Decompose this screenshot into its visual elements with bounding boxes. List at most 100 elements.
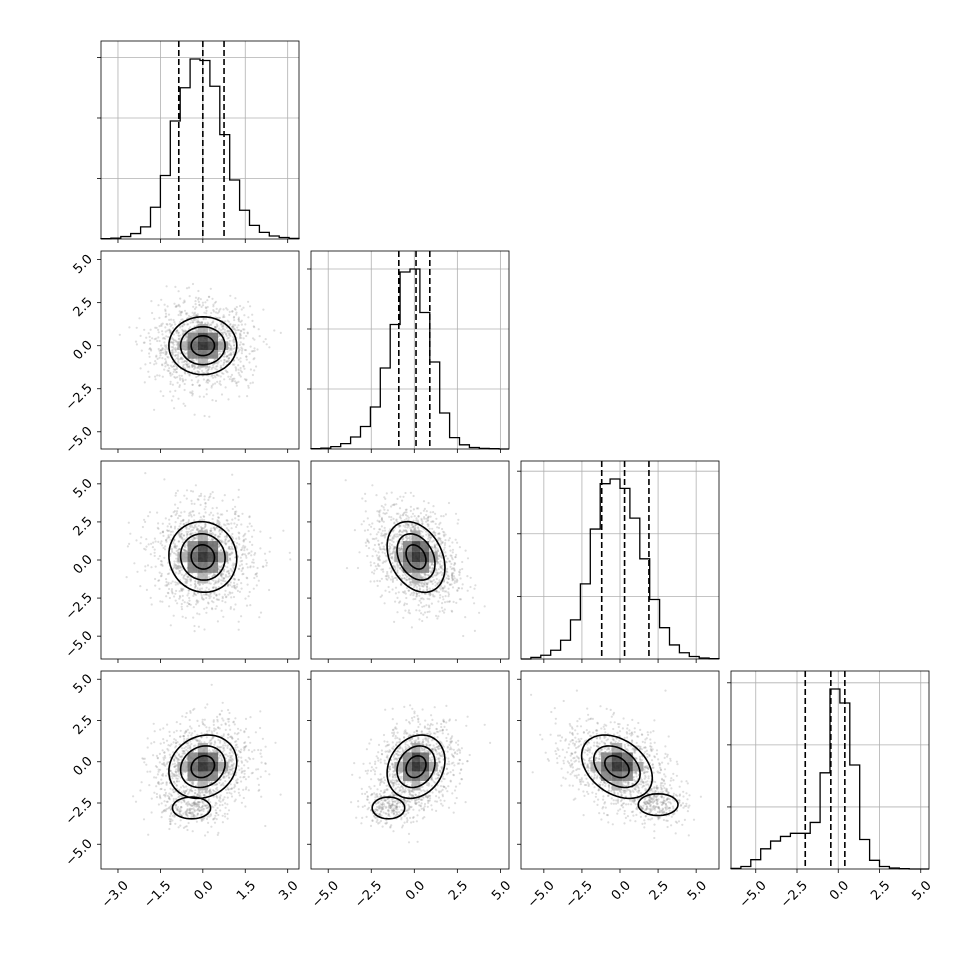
- scatter-point: [229, 351, 232, 355]
- scatter-point: [241, 347, 244, 351]
- scatter-point: [234, 717, 237, 720]
- scatter-point: [185, 352, 188, 355]
- scatter-point: [210, 825, 213, 828]
- scatter-point: [449, 554, 452, 557]
- scatter-point: [241, 566, 245, 570]
- scatter-point: [240, 748, 243, 751]
- scatter-point: [252, 325, 255, 328]
- scatter-point: [246, 332, 249, 335]
- scatter-point: [164, 348, 167, 351]
- scatter-point: [161, 600, 164, 603]
- scatter-point: [218, 327, 221, 330]
- scatter-point: [174, 354, 177, 357]
- scatter-point: [204, 511, 207, 514]
- scatter-point: [142, 341, 145, 344]
- scatter-point: [186, 601, 189, 604]
- scatter-point: [388, 515, 391, 519]
- scatter-point: [176, 583, 179, 586]
- scatter-point: [366, 528, 369, 532]
- scatter-point: [193, 325, 196, 328]
- scatter-point: [199, 322, 202, 325]
- scatter-point: [221, 372, 224, 375]
- scatter-point: [452, 578, 455, 581]
- scatter-point: [188, 596, 191, 600]
- scatter-point: [398, 533, 402, 536]
- scatter-point: [194, 300, 197, 303]
- scatter-point: [404, 609, 407, 612]
- scatter-point: [182, 301, 185, 304]
- scatter-point: [163, 368, 166, 371]
- scatter-point: [203, 498, 206, 501]
- scatter-point: [434, 522, 437, 526]
- scatter-point: [378, 559, 381, 562]
- scatter-point: [225, 753, 228, 756]
- scatter-point: [242, 535, 245, 538]
- scatter-point: [157, 347, 160, 351]
- scatter-point: [164, 315, 167, 319]
- scatter-point: [167, 313, 171, 316]
- scatter-point: [228, 591, 231, 594]
- scatter-point: [443, 608, 446, 611]
- scatter-point: [237, 316, 240, 319]
- scatter-point: [229, 322, 232, 326]
- scatter-point: [185, 712, 188, 715]
- scatter-point: [246, 566, 249, 569]
- scatter-point: [158, 325, 161, 328]
- scatter-point: [238, 794, 241, 797]
- scatter-point: [153, 548, 156, 551]
- scatter-point: [230, 353, 233, 356]
- scatter-point: [237, 380, 240, 383]
- scatter-point: [388, 542, 391, 545]
- scatter-point: [203, 518, 206, 522]
- scatter-point: [223, 796, 226, 799]
- scatter-point: [250, 350, 253, 353]
- scatter-point: [180, 356, 183, 359]
- scatter-point: [207, 588, 211, 591]
- scatter-point: [231, 310, 234, 313]
- scatter-point: [228, 724, 231, 727]
- scatter-point: [455, 553, 458, 557]
- scatter-point: [247, 386, 250, 389]
- scatter-point: [400, 583, 403, 586]
- scatter-point: [237, 358, 240, 361]
- scatter-point: [253, 357, 256, 360]
- scatter-point: [170, 588, 174, 591]
- scatter-point: [180, 568, 183, 571]
- scatter-point: [165, 350, 168, 354]
- scatter-point: [231, 532, 234, 536]
- scatter-point: [227, 347, 230, 350]
- density-cell: [207, 341, 219, 351]
- scatter-point: [377, 539, 380, 542]
- scatter-point: [248, 516, 251, 519]
- scatter-point: [174, 592, 177, 595]
- scatter-point: [446, 574, 449, 577]
- scatter-point: [217, 831, 220, 835]
- scatter-point: [237, 488, 240, 491]
- scatter-point: [161, 563, 164, 566]
- scatter-point: [417, 584, 420, 587]
- scatter-point: [251, 319, 254, 322]
- scatter-point: [139, 542, 142, 545]
- scatter-point: [407, 611, 410, 614]
- scatter-point: [169, 552, 172, 555]
- scatter-point: [226, 570, 230, 573]
- scatter-point: [143, 547, 146, 550]
- scatter-point: [177, 331, 180, 335]
- scatter-point: [251, 535, 254, 538]
- scatter-point: [202, 371, 205, 375]
- scatter-point: [474, 584, 477, 587]
- scatter-point: [178, 320, 182, 324]
- scatter-point: [259, 547, 262, 550]
- scatter-point: [224, 806, 227, 809]
- scatter-point: [425, 588, 428, 591]
- scatter-point: [231, 325, 234, 328]
- scatter-point: [412, 591, 415, 594]
- scatter-point: [378, 513, 381, 516]
- scatter-point: [184, 352, 187, 355]
- scatter-point: [214, 581, 218, 584]
- scatter-point: [237, 765, 240, 768]
- scatter-point: [164, 545, 167, 548]
- scatter-point: [231, 339, 234, 342]
- scatter-point: [236, 328, 239, 332]
- density-cell: [197, 358, 208, 368]
